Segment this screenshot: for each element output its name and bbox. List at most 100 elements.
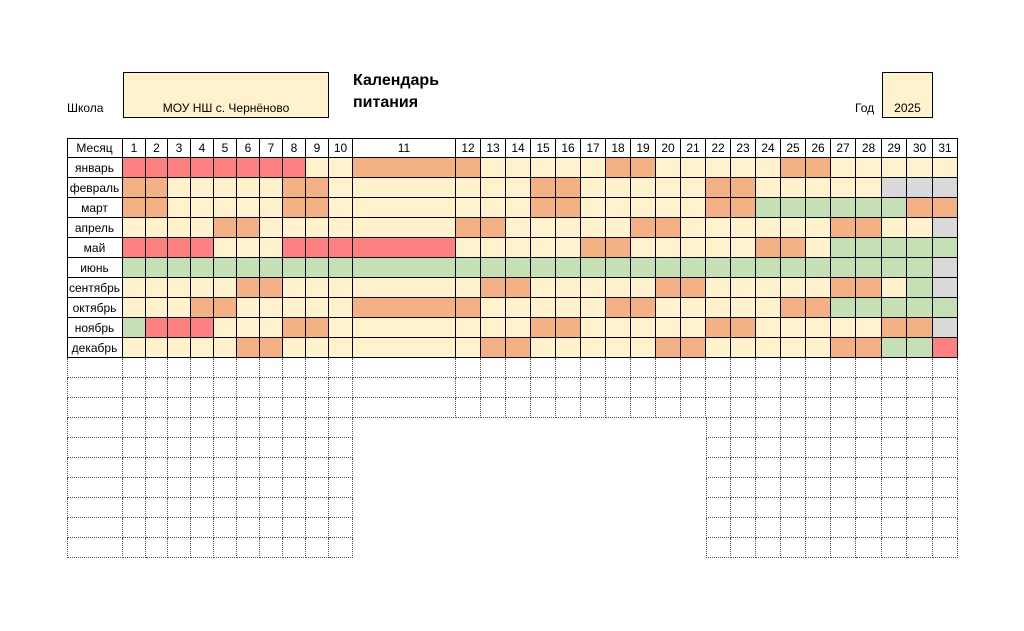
empty-cell[interactable]	[237, 538, 260, 558]
empty-cell[interactable]	[831, 498, 856, 518]
empty-cell[interactable]	[706, 438, 731, 458]
day-cell[interactable]	[731, 318, 756, 338]
day-cell[interactable]	[191, 338, 214, 358]
day-cell[interactable]	[146, 218, 168, 238]
empty-cell[interactable]	[237, 518, 260, 538]
empty-cell[interactable]	[882, 498, 907, 518]
empty-cell[interactable]	[606, 358, 631, 378]
empty-cell[interactable]	[856, 378, 882, 398]
empty-cell[interactable]	[191, 358, 214, 378]
empty-cell[interactable]	[933, 458, 958, 478]
day-header[interactable]: 26	[806, 138, 831, 158]
empty-cell[interactable]	[731, 518, 756, 538]
day-cell[interactable]	[191, 198, 214, 218]
empty-cell[interactable]	[67, 398, 123, 418]
day-cell[interactable]	[756, 218, 781, 238]
empty-cell[interactable]	[831, 438, 856, 458]
day-cell[interactable]	[306, 278, 329, 298]
empty-cell[interactable]	[67, 438, 123, 458]
empty-cell[interactable]	[67, 418, 123, 438]
day-cell[interactable]	[531, 198, 556, 218]
day-cell[interactable]	[237, 298, 260, 318]
day-cell[interactable]	[214, 318, 237, 338]
day-cell[interactable]	[556, 158, 581, 178]
empty-cell[interactable]	[283, 518, 306, 538]
empty-cell[interactable]	[933, 498, 958, 518]
empty-cell[interactable]	[283, 438, 306, 458]
empty-cell[interactable]	[168, 398, 191, 418]
day-cell[interactable]	[237, 198, 260, 218]
day-cell[interactable]	[306, 238, 329, 258]
empty-cell[interactable]	[168, 498, 191, 518]
day-cell[interactable]	[631, 178, 656, 198]
empty-cell[interactable]	[856, 418, 882, 438]
day-cell[interactable]	[237, 218, 260, 238]
day-cell[interactable]	[556, 178, 581, 198]
empty-cell[interactable]	[306, 458, 329, 478]
day-header[interactable]: 2	[146, 138, 168, 158]
day-header[interactable]: 18	[606, 138, 631, 158]
day-cell[interactable]	[606, 318, 631, 338]
empty-cell[interactable]	[706, 358, 731, 378]
school-name-field[interactable]: МОУ НШ с. Чернёново	[123, 72, 329, 118]
day-cell[interactable]	[882, 258, 907, 278]
day-cell[interactable]	[831, 198, 856, 218]
day-cell[interactable]	[656, 278, 681, 298]
empty-cell[interactable]	[123, 418, 146, 438]
day-cell[interactable]	[531, 278, 556, 298]
day-cell[interactable]	[214, 198, 237, 218]
day-cell[interactable]	[806, 318, 831, 338]
day-cell[interactable]	[481, 198, 506, 218]
day-cell[interactable]	[353, 278, 456, 298]
empty-cell[interactable]	[756, 418, 781, 438]
day-cell[interactable]	[146, 178, 168, 198]
day-cell[interactable]	[123, 298, 146, 318]
day-cell[interactable]	[456, 298, 481, 318]
day-cell[interactable]	[506, 298, 531, 318]
day-cell[interactable]	[531, 338, 556, 358]
empty-cell[interactable]	[481, 378, 506, 398]
day-cell[interactable]	[456, 158, 481, 178]
day-cell[interactable]	[146, 278, 168, 298]
empty-cell[interactable]	[214, 398, 237, 418]
day-cell[interactable]	[123, 178, 146, 198]
empty-cell[interactable]	[831, 358, 856, 378]
empty-cell[interactable]	[933, 478, 958, 498]
day-cell[interactable]	[353, 338, 456, 358]
day-cell[interactable]	[806, 258, 831, 278]
day-cell[interactable]	[631, 298, 656, 318]
empty-cell[interactable]	[123, 458, 146, 478]
day-header[interactable]: 7	[260, 138, 283, 158]
empty-cell[interactable]	[731, 478, 756, 498]
day-cell[interactable]	[306, 198, 329, 218]
day-cell[interactable]	[481, 238, 506, 258]
day-cell[interactable]	[506, 158, 531, 178]
empty-cell[interactable]	[882, 458, 907, 478]
day-cell[interactable]	[656, 338, 681, 358]
day-cell[interactable]	[631, 258, 656, 278]
day-cell[interactable]	[706, 178, 731, 198]
empty-cell[interactable]	[756, 358, 781, 378]
day-cell[interactable]	[581, 178, 606, 198]
month-label[interactable]: декабрь	[67, 338, 123, 358]
day-cell[interactable]	[531, 238, 556, 258]
day-cell[interactable]	[706, 318, 731, 338]
day-cell[interactable]	[882, 158, 907, 178]
empty-cell[interactable]	[123, 538, 146, 558]
day-cell[interactable]	[756, 198, 781, 218]
day-cell[interactable]	[581, 238, 606, 258]
day-cell[interactable]	[237, 158, 260, 178]
empty-cell[interactable]	[214, 418, 237, 438]
empty-cell[interactable]	[237, 418, 260, 438]
empty-cell[interactable]	[806, 398, 831, 418]
day-cell[interactable]	[531, 218, 556, 238]
day-cell[interactable]	[353, 258, 456, 278]
day-cell[interactable]	[681, 338, 706, 358]
empty-cell[interactable]	[581, 378, 606, 398]
day-cell[interactable]	[283, 198, 306, 218]
day-cell[interactable]	[706, 298, 731, 318]
empty-cell[interactable]	[933, 518, 958, 538]
month-column-header[interactable]: Месяц	[67, 138, 123, 158]
empty-cell[interactable]	[781, 378, 806, 398]
empty-cell[interactable]	[781, 498, 806, 518]
